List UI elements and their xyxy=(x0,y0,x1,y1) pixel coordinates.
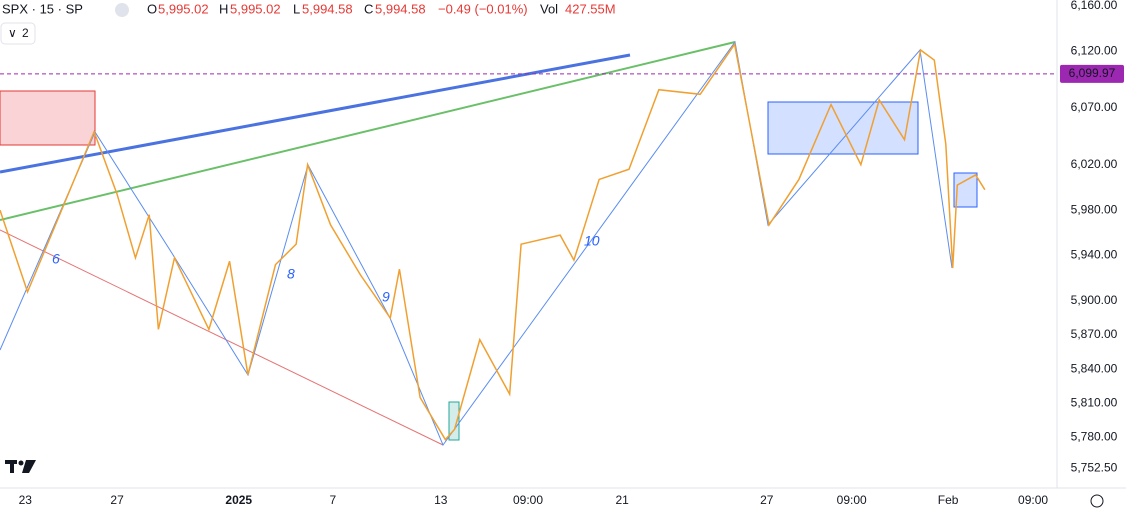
wave-label: 6 xyxy=(52,251,60,267)
ohlc-value: 5,994.58 xyxy=(302,1,353,16)
ohlc-label: C xyxy=(364,1,373,16)
wave-label: 10 xyxy=(584,233,600,249)
x-tick-label: 21 xyxy=(615,493,629,507)
legend: SPX · 15 · SP O 5,995.02 H 5,995.02 L 5,… xyxy=(0,1,616,45)
zone xyxy=(953,172,978,208)
y-tick-label: 5,900.00 xyxy=(1071,293,1118,307)
price-tag xyxy=(1060,64,1124,83)
trend-line xyxy=(0,229,444,446)
y-tick-label: 6,160.00 xyxy=(1071,0,1118,12)
ohlc-label: O xyxy=(147,1,157,16)
logo-part xyxy=(18,460,24,466)
ohlc-value: 5,994.58 xyxy=(375,1,426,16)
wave-label: 8 xyxy=(287,266,295,282)
change: −0.49 (−0.01%) xyxy=(438,1,528,16)
y-tick-label: 5,780.00 xyxy=(1071,429,1118,443)
x-tick-label: Feb xyxy=(938,493,959,507)
wave-label: 9 xyxy=(382,289,390,305)
y-tick-label: 5,752.50 xyxy=(1071,461,1118,475)
toggle[interactable] xyxy=(115,3,129,17)
y-tick-label: 5,870.00 xyxy=(1071,327,1118,341)
x-tick-label: 09:00 xyxy=(837,493,867,507)
ohlc-label: H xyxy=(219,1,228,16)
x-tick-label: 27 xyxy=(110,493,124,507)
symbol: SPX · 15 · SP xyxy=(2,1,83,16)
zone xyxy=(448,401,460,441)
ohlc-value: 5,995.02 xyxy=(158,1,209,16)
y-tick-label: 5,810.00 xyxy=(1071,395,1118,409)
y-tick-label: 6,070.00 xyxy=(1071,100,1118,114)
y-tick-label: 5,940.00 xyxy=(1071,248,1118,262)
x-tick-label: 23 xyxy=(19,493,33,507)
y-tick-label: 6,120.00 xyxy=(1071,43,1118,57)
trend-line xyxy=(0,53,631,174)
x-tick-label: 13 xyxy=(434,493,448,507)
trend-line xyxy=(0,41,736,221)
zone xyxy=(0,90,96,146)
y-tick-label: 5,980.00 xyxy=(1071,202,1118,216)
interval-value: 2 xyxy=(22,26,29,40)
x-tick-label: 27 xyxy=(760,493,774,507)
ohlc-label: L xyxy=(293,1,300,16)
logo-part xyxy=(10,460,14,473)
interval-button[interactable] xyxy=(0,22,36,45)
ohlc-value: 5,995.02 xyxy=(230,1,281,16)
volume: 427.55M xyxy=(565,1,616,16)
y-tick-label: 5,840.00 xyxy=(1071,361,1118,375)
chevron: ∨ xyxy=(8,26,17,40)
volume-label: Vol xyxy=(540,1,558,16)
x-tick-label: 09:00 xyxy=(513,493,543,507)
logo xyxy=(5,460,36,473)
settings-icon[interactable] xyxy=(1090,494,1104,508)
x-tick-label: 7 xyxy=(330,493,337,507)
logo-part xyxy=(22,460,36,473)
x-tick-label: 2025 xyxy=(225,493,252,507)
x-tick-label: 09:00 xyxy=(1018,493,1048,507)
y-tick-label: 6,020.00 xyxy=(1071,157,1118,171)
price-line-series xyxy=(0,42,986,441)
price-tag-label: 6,099.97 xyxy=(1069,66,1116,80)
